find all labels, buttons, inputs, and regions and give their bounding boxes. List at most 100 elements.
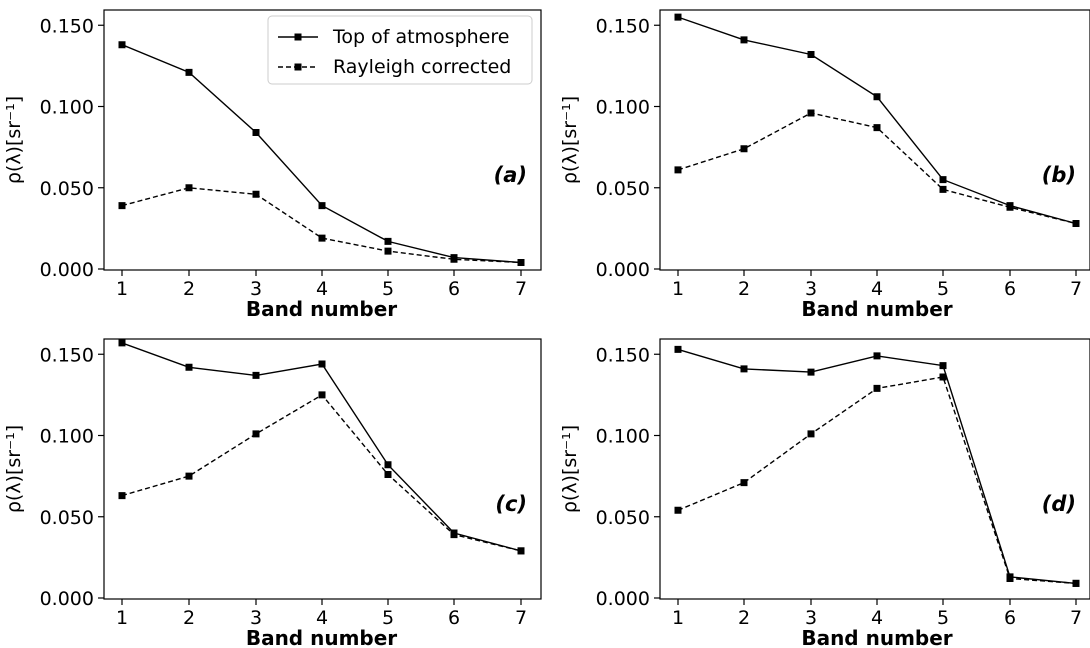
series-top-of-atmosphere-marker (185, 68, 193, 76)
series-top-of-atmosphere-marker (807, 51, 815, 58)
panel-label: (a) (494, 163, 527, 187)
x-tick-label: 3 (805, 607, 817, 629)
y-tick-label: 0.050 (596, 507, 650, 529)
x-tick-label: 7 (515, 607, 527, 629)
series-rayleigh-corrected-line (677, 376, 1077, 585)
series-rayleigh-corrected-marker (807, 430, 815, 438)
plot-frame (659, 9, 1090, 271)
legend-box (267, 15, 533, 85)
series-top-of-atmosphere-marker (740, 365, 748, 373)
y-axis-label: ρ(λ)[sr⁻¹] (3, 96, 25, 184)
panel-c: 0.000 0.050 0.100 0.150 1 2 3 4 5 6 7 Band number ρ(… (3, 338, 542, 648)
y-tick-label: 0.150 (596, 15, 650, 37)
series-top-of-atmosphere-marker (118, 41, 126, 49)
y-axis-label: ρ(λ)[sr⁻¹] (3, 425, 25, 513)
x-tick-label: 6 (448, 278, 460, 300)
x-tick-label: 5 (382, 278, 394, 300)
legend-entry-label: Rayleigh corrected (333, 56, 511, 78)
series-top-of-atmosphere-marker (318, 360, 326, 368)
series-top-of-atmosphere-marker (384, 461, 392, 469)
x-tick-label: 7 (1070, 278, 1082, 300)
series-rayleigh-corrected-marker (118, 492, 126, 500)
x-tick-label: 6 (1004, 607, 1016, 629)
series-rayleigh-corrected-marker (1072, 220, 1080, 227)
panel-b: 0.000 0.050 0.100 0.150 1 2 3 4 5 6 7 Band number ρ(… (559, 9, 1090, 321)
series-rayleigh-corrected-marker (384, 471, 392, 478)
y-tick-label: 0.100 (40, 426, 94, 448)
x-tick-label: 1 (672, 607, 684, 629)
y-tick-label: 0.050 (596, 178, 650, 200)
series-rayleigh-corrected-line (121, 393, 522, 552)
series-rayleigh-corrected-marker (1072, 579, 1080, 587)
x-tick-label: 6 (1004, 278, 1016, 300)
x-tick-label: 3 (805, 278, 817, 300)
x-tick-label: 5 (937, 607, 949, 629)
series-rayleigh-corrected-marker (1006, 203, 1014, 211)
x-tick-label: 6 (448, 607, 460, 629)
y-tick-label: 0.150 (40, 344, 94, 366)
series-rayleigh-corrected-marker (450, 255, 458, 263)
x-axis-label: Band number (246, 297, 397, 321)
x-axis-label: Band number (801, 297, 952, 321)
y-tick-label: 0.000 (40, 588, 94, 610)
legend-swatch-marker (294, 33, 302, 41)
legend-swatch-marker (294, 63, 302, 71)
y-axis-label: ρ(λ)[sr⁻¹] (559, 425, 581, 513)
x-tick-label: 1 (672, 278, 684, 300)
series-top-of-atmosphere-marker (252, 129, 260, 136)
plot-frame (659, 338, 1090, 600)
series-top-of-atmosphere-marker (873, 93, 881, 101)
series-rayleigh-corrected-marker (318, 391, 326, 399)
series-rayleigh-corrected-marker (740, 145, 748, 153)
series-rayleigh-corrected-marker (450, 531, 458, 539)
series-top-of-atmosphere-marker (674, 345, 682, 353)
series-rayleigh-corrected-marker (185, 472, 193, 480)
x-axis-label: Band number (801, 626, 952, 648)
x-tick-label: 5 (937, 278, 949, 300)
series-top-of-atmosphere-marker (118, 339, 126, 347)
x-tick-label: 4 (871, 607, 883, 629)
series-rayleigh-corrected-marker (252, 190, 260, 198)
series-top-of-atmosphere-marker (674, 13, 682, 21)
x-tick-label: 4 (871, 278, 883, 300)
series-rayleigh-corrected-marker (185, 184, 193, 192)
series-top-of-atmosphere-marker (873, 352, 881, 360)
series-top-of-atmosphere-marker (740, 36, 748, 44)
x-tick-label: 4 (316, 607, 328, 629)
x-tick-label: 7 (515, 278, 527, 300)
x-tick-label: 1 (116, 278, 128, 300)
y-tick-label: 0.000 (40, 259, 94, 281)
y-tick-label: 0.150 (40, 15, 94, 37)
legend: Top of atmosphere Rayleigh corrected (267, 15, 533, 85)
series-top-of-atmosphere-marker (318, 202, 326, 210)
series-rayleigh-corrected-marker (674, 166, 682, 174)
y-tick-label: 0.000 (596, 588, 650, 610)
series-rayleigh-corrected-marker (252, 430, 260, 438)
y-tick-label: 0.000 (596, 259, 650, 281)
series-top-of-atmosphere-marker (939, 176, 947, 184)
y-tick-label: 0.050 (40, 178, 94, 200)
panel-label: (c) (495, 492, 527, 516)
series-rayleigh-corrected-marker (118, 202, 126, 210)
y-tick-label: 0.150 (596, 344, 650, 366)
x-tick-label: 2 (183, 278, 195, 300)
y-tick-label: 0.100 (596, 426, 650, 448)
series-rayleigh-corrected-marker (873, 384, 881, 392)
x-tick-label: 5 (382, 607, 394, 629)
y-tick-label: 0.050 (40, 507, 94, 529)
series-rayleigh-corrected-marker (517, 547, 525, 555)
x-tick-label: 3 (250, 278, 262, 300)
series-top-of-atmosphere-marker (252, 371, 260, 379)
series-top-of-atmosphere-marker (939, 362, 947, 370)
series-rayleigh-corrected-marker (807, 109, 815, 117)
panel-label: (b) (1042, 163, 1076, 187)
x-tick-label: 3 (250, 607, 262, 629)
series-rayleigh-corrected-marker (1006, 575, 1014, 582)
legend-entry-label: Top of atmosphere (332, 26, 509, 48)
series-rayleigh-corrected-marker (939, 373, 947, 381)
panel-d: 0.000 0.050 0.100 0.150 1 2 3 4 5 6 7 Band number ρ(… (559, 338, 1090, 648)
series-top-of-atmosphere-marker (807, 368, 815, 376)
series-top-of-atmosphere-line (121, 342, 522, 552)
x-tick-label: 1 (116, 607, 128, 629)
